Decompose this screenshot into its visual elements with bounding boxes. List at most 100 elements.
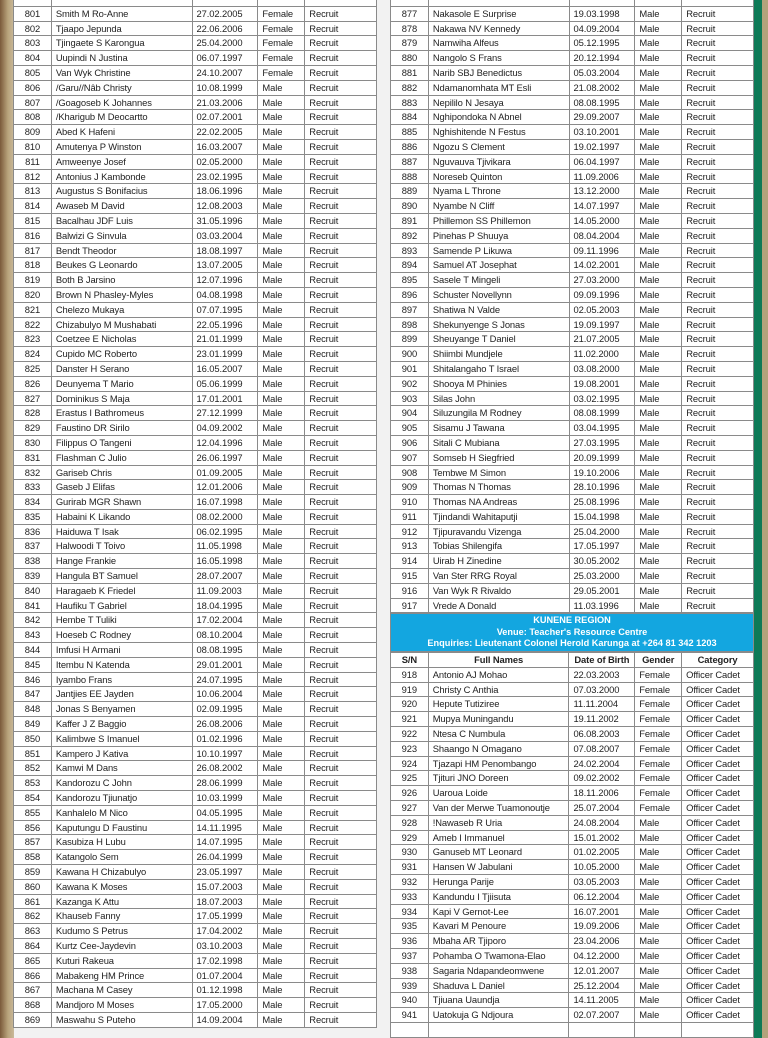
cell-category: Recruit bbox=[304, 612, 377, 629]
cell-date-of-birth: 23.02.1995 bbox=[191, 168, 259, 185]
cell-sn: 909 bbox=[390, 479, 429, 496]
cell-sn: 820 bbox=[13, 286, 52, 303]
cell-date-of-birth: 24.02.2004 bbox=[568, 755, 636, 772]
cell-gender: Male bbox=[634, 5, 683, 22]
cell-date-of-birth: 03.03.2004 bbox=[191, 227, 259, 244]
table-row: 895 Sasele T Mingeli 27.03.2000 Male Recruit bbox=[390, 272, 754, 288]
cell-gender: Male bbox=[634, 227, 683, 244]
cell-gender: Male bbox=[634, 494, 683, 510]
cell-sn: 819 bbox=[13, 272, 52, 288]
cell-category: Recruit bbox=[304, 760, 377, 777]
cell-gender: Male bbox=[257, 834, 306, 851]
header-category: Category bbox=[681, 651, 754, 668]
cell-gender: Male bbox=[634, 464, 683, 481]
cell-gender: Male bbox=[257, 405, 306, 422]
cell-sn: 842 bbox=[13, 612, 52, 629]
cell-full-name: Van Ster RRG Royal bbox=[427, 568, 570, 584]
cell-full-name: Silas John bbox=[427, 390, 570, 407]
table-row: 913 Tobias Shilengifa 17.05.1997 Male Recrui… bbox=[390, 538, 754, 555]
cell-sn: 839 bbox=[13, 568, 52, 584]
cell-sn: 882 bbox=[390, 79, 429, 96]
table-row: 904 Siluzungila M Rodney 08.08.1999 Male Rec… bbox=[390, 405, 754, 422]
cell-sn: 858 bbox=[13, 849, 52, 866]
region-title: KUNENE REGION bbox=[533, 615, 611, 626]
cell-full-name: Uaroua Loide bbox=[427, 785, 570, 801]
cell-sn: 940 bbox=[390, 992, 429, 1009]
cell-category: Officer Cadet bbox=[681, 844, 754, 861]
cell-gender: Female bbox=[634, 666, 683, 683]
table-row: 818 Beukes G Leonardo 13.07.2005 Male Recrui… bbox=[13, 257, 377, 274]
cell-category: Recruit bbox=[304, 952, 377, 969]
table-row: 840 Haragaeb K Friedel 11.09.2003 Male Recru… bbox=[13, 582, 377, 599]
table-row: 879 Namwiha Alfeus 05.12.1995 Male Recruit bbox=[390, 35, 754, 52]
cell-category: Recruit bbox=[304, 878, 377, 895]
cell-category: Recruit bbox=[681, 582, 754, 599]
table-row: 916 Van Wyk R Rivaldo 29.05.2001 Male Recrui… bbox=[390, 582, 754, 599]
cell-full-name: Uupindi N Justina bbox=[50, 50, 193, 66]
cell-gender: Female bbox=[257, 35, 306, 52]
cell-gender: Male bbox=[634, 94, 683, 111]
cell-category: Recruit bbox=[681, 523, 754, 540]
cell-sn: 821 bbox=[13, 301, 52, 318]
table-row: 848 Jonas S Benyamen 02.09.1995 Male Recruit bbox=[13, 701, 377, 718]
cell-category: Recruit bbox=[304, 79, 377, 96]
cell-date-of-birth: 18.11.2006 bbox=[568, 785, 636, 801]
cell-full-name: Christy C Anthia bbox=[427, 681, 570, 698]
cell-full-name: Erastus I Bathromeus bbox=[50, 405, 193, 422]
cell-category: Recruit bbox=[681, 64, 754, 81]
cell-date-of-birth: 09.09.1996 bbox=[568, 286, 636, 303]
cell-gender: Male bbox=[257, 804, 306, 821]
table-row: 919 Christy C Anthia 07.03.2000 Female Offic… bbox=[390, 681, 754, 698]
cell-category: Recruit bbox=[681, 257, 754, 274]
cell-gender: Female bbox=[634, 755, 683, 772]
table-row: 812 Antonius J Kambonde 23.02.1995 Male Recr… bbox=[13, 168, 377, 185]
cell-full-name: Coetzee E Nicholas bbox=[50, 331, 193, 348]
cell-date-of-birth: 06.07.1997 bbox=[191, 50, 259, 66]
cell-date-of-birth: 19.02.1997 bbox=[568, 138, 636, 155]
cell-category: Recruit bbox=[681, 434, 754, 451]
table-row: 896 Schuster Novellynn 09.09.1996 Male Recru… bbox=[390, 286, 754, 303]
cell-gender: Male bbox=[634, 814, 683, 831]
cell-category: Officer Cadet bbox=[681, 666, 754, 683]
cell-sn: 864 bbox=[13, 938, 52, 954]
cell-date-of-birth: 07.07.1995 bbox=[191, 301, 259, 318]
cell-sn: 936 bbox=[390, 933, 429, 949]
cell-sn: 939 bbox=[390, 977, 429, 994]
cell-full-name: Kandorozu C John bbox=[50, 775, 193, 792]
cell-category: Officer Cadet bbox=[681, 903, 754, 920]
cell-full-name: Thomas N Thomas bbox=[427, 479, 570, 496]
cell-gender: Female bbox=[634, 785, 683, 801]
cell-category: Officer Cadet bbox=[681, 799, 754, 816]
cell-gender: Male bbox=[634, 35, 683, 52]
cell-date-of-birth: 08.08.1995 bbox=[191, 642, 259, 658]
cell-category: Recruit bbox=[304, 153, 377, 170]
table-row: 804 Uupindi N Justina 06.07.1997 Female Recr… bbox=[13, 50, 377, 66]
cell-full-name: Kazanga K Attu bbox=[50, 893, 193, 910]
cell-sn: 827 bbox=[13, 390, 52, 407]
cell-date-of-birth: 26.06.1997 bbox=[191, 449, 259, 466]
cell-full-name: Nakawa NV Kennedy bbox=[427, 20, 570, 37]
cell-date-of-birth: 13.12.2000 bbox=[568, 183, 636, 200]
cell-sn: 889 bbox=[390, 183, 429, 200]
kunene-roster-table: S/N Full Names Date of Birth Gender Cate… bbox=[390, 651, 754, 1038]
cell-full-name: Tjaapo Jepunda bbox=[50, 20, 193, 37]
cell-full-name: Tjituri JNO Doreen bbox=[427, 770, 570, 787]
cell-sn: 929 bbox=[390, 829, 429, 846]
table-row: 908 Tembwe M Simon 19.10.2006 Male Recruit bbox=[390, 464, 754, 481]
cell-date-of-birth: 21.01.1999 bbox=[191, 331, 259, 348]
table-row bbox=[390, 1021, 754, 1038]
cell-category: Recruit bbox=[304, 568, 377, 584]
cell-gender: Male bbox=[257, 760, 306, 777]
cell-sn: 804 bbox=[13, 50, 52, 66]
table-row: 931 Hansen W Jabulani 10.05.2000 Male Office… bbox=[390, 859, 754, 875]
cell-gender: Male bbox=[634, 50, 683, 66]
cell-date-of-birth: 19.03.1998 bbox=[568, 5, 636, 22]
cell-full-name: Siluzungila M Rodney bbox=[427, 405, 570, 422]
cell-gender: Male bbox=[257, 938, 306, 954]
cell-sn: 816 bbox=[13, 227, 52, 244]
cell-gender: Female bbox=[634, 770, 683, 787]
table-row: 932 Herunga Parije 03.05.2003 Male Officer C… bbox=[390, 873, 754, 890]
cell-sn: 911 bbox=[390, 508, 429, 525]
cell-gender: Male bbox=[634, 829, 683, 846]
cell-full-name: Nakasole E Surprise bbox=[427, 5, 570, 22]
